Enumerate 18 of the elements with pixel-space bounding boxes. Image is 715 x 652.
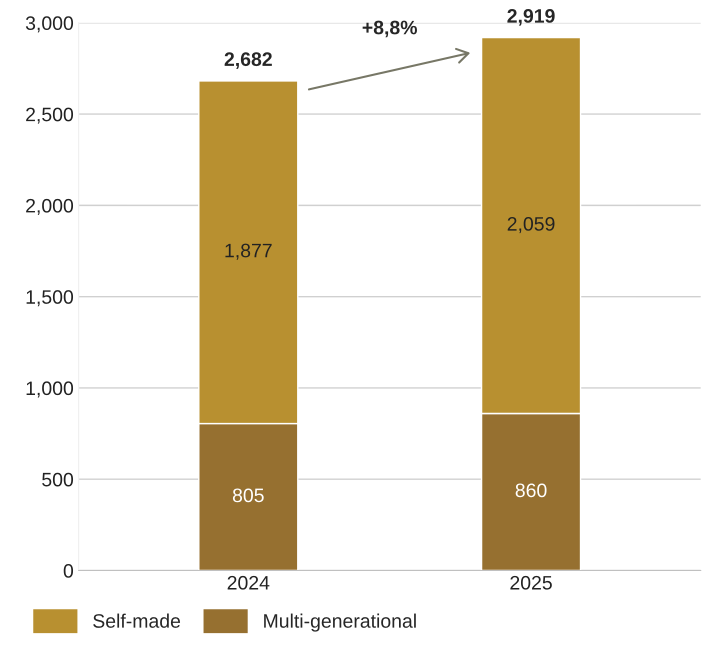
data-label: 2,059	[508, 217, 554, 234]
x-tick-label: 2025	[510, 576, 552, 590]
data-label: 860	[516, 483, 547, 498]
total-label: 2,919	[507, 9, 555, 26]
y-tick-label: 2,000	[26, 198, 74, 215]
y-tick-label: 2,500	[26, 108, 74, 124]
data-label: 805	[232, 488, 264, 502]
annotation: +8,8%	[362, 20, 417, 38]
legend-label: Self-made	[93, 614, 180, 628]
total-label: 2,682	[224, 52, 272, 69]
y-tick-label: 1,500	[26, 290, 74, 306]
y-tick-label: 0	[64, 564, 74, 578]
y-tick-label: 3,000	[26, 16, 74, 32]
y-tick-label: 1,000	[26, 381, 74, 398]
x-tick-label: 2024	[228, 576, 270, 590]
y-tick-label: 500	[42, 472, 74, 486]
legend-label: Multi-generational	[264, 614, 416, 632]
data-label: 1,877	[225, 244, 272, 260]
